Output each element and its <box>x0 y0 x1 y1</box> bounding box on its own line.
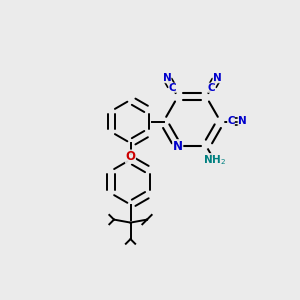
Text: C: C <box>208 83 215 93</box>
Text: N: N <box>163 73 171 83</box>
Text: O: O <box>125 150 136 163</box>
Text: N: N <box>213 73 221 83</box>
Text: NH$_2$: NH$_2$ <box>203 154 226 167</box>
Text: C: C <box>169 83 176 93</box>
Text: N: N <box>238 116 247 127</box>
Text: N: N <box>173 140 183 153</box>
Text: C: C <box>227 116 235 127</box>
